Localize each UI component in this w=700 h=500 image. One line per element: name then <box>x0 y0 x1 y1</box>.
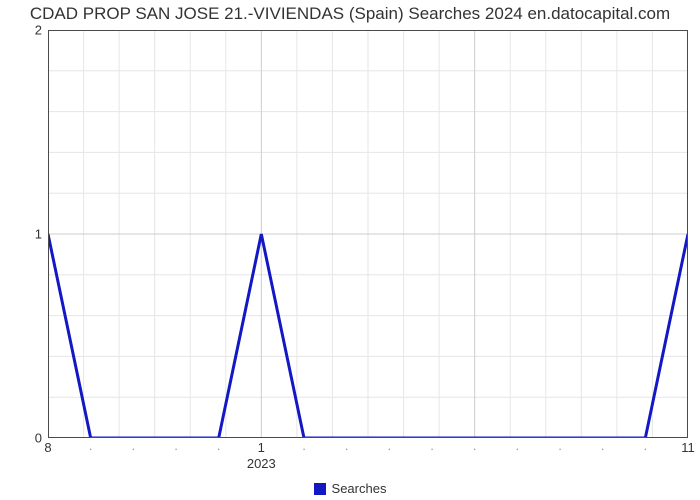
y-tick-label: 0 <box>0 431 42 446</box>
chart-title: CDAD PROP SAN JOSE 21.-VIVIENDAS (Spain)… <box>0 4 700 24</box>
x-tick-minor: . <box>131 438 135 453</box>
x-tick-minor: . <box>643 438 647 453</box>
x-tick-minor: . <box>558 438 562 453</box>
x-tick-label: 8 <box>44 440 51 455</box>
legend-label: Searches <box>332 481 387 496</box>
x-tick-minor: . <box>345 438 349 453</box>
x-tick-minor: . <box>473 438 477 453</box>
legend-swatch <box>314 483 326 495</box>
x-tick-minor: . <box>515 438 519 453</box>
x-tick-minor: . <box>217 438 221 453</box>
x-year-label: 2023 <box>247 456 276 471</box>
y-tick-label: 1 <box>0 227 42 242</box>
x-tick-minor: . <box>430 438 434 453</box>
x-tick-minor: . <box>302 438 306 453</box>
x-tick-minor: . <box>89 438 93 453</box>
plot-svg <box>48 30 688 438</box>
x-tick-minor: . <box>174 438 178 453</box>
x-tick-minor: . <box>601 438 605 453</box>
legend: Searches <box>0 481 700 496</box>
y-tick-label: 2 <box>0 23 42 38</box>
x-tick-label: 11 <box>681 440 695 455</box>
chart-container: CDAD PROP SAN JOSE 21.-VIVIENDAS (Spain)… <box>0 0 700 500</box>
x-tick-label: 1 <box>258 440 265 455</box>
x-tick-minor: . <box>387 438 391 453</box>
plot-area <box>48 30 688 438</box>
x-axis-ticks: 8111.............2023 <box>48 438 688 478</box>
